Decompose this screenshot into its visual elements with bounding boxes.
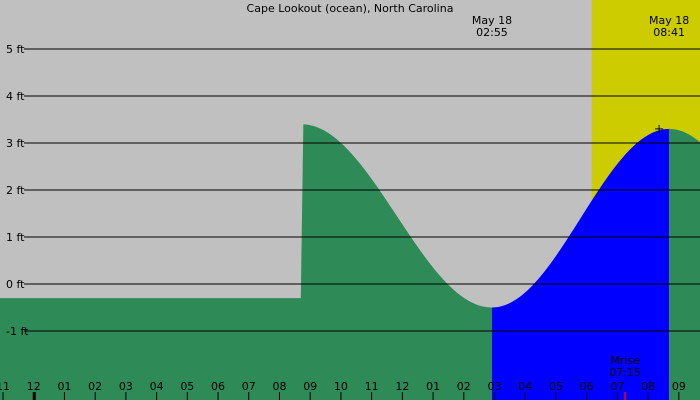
event-date-label: May 18 [649,14,689,27]
hour-tick-label: 12 [395,380,409,393]
hour-tick-label: 09 [303,380,317,393]
hour-tick-label: 01 [426,380,440,393]
chart-title: Cape Lookout (ocean), North Carolina [247,2,454,15]
y-tick-label: 3 ft [6,137,25,150]
moonrise-label: Mrise [610,354,640,367]
y-axis-labels: -1 ft 0 ft 1 ft 2 ft 3 ft 4 ft 5 ft [6,43,29,338]
gridlines [24,48,700,332]
hour-axis: 11 12 01 02 03 04 05 06 07 08 09 10 11 12 01 02 03 04 05 06… [0,380,686,400]
hour-tick-label: 11 [365,380,379,393]
y-tick-label: 2 ft [6,184,25,197]
hour-tick-label: 08 [641,380,655,393]
hour-tick-label: 10 [334,380,348,393]
hour-tick-label: 06 [211,380,225,393]
hour-tick-label: 09 [672,380,686,393]
hour-tick-label: 11 [0,380,10,393]
y-tick-label: -1 ft [6,325,29,338]
falling-tide-area [669,128,700,400]
hour-tick-label: 04 [518,380,532,393]
y-tick-label: 4 ft [6,90,25,103]
hour-tick-label: 02 [88,380,102,393]
hour-tick-label: 06 [580,380,594,393]
y-tick-label: 5 ft [6,43,25,56]
hour-tick-label: 02 [457,380,471,393]
hour-tick-label: 03 [119,380,133,393]
rising-tide-area [491,128,670,400]
hour-tick-label: 05 [549,380,563,393]
hour-tick-label: 05 [180,380,194,393]
event-date-label: May 18 [472,14,512,27]
hour-tick-label: 12 [27,380,41,393]
event-time-label: 08:41 [653,26,685,39]
hour-tick-label: 08 [272,380,286,393]
hour-tick-label: 04 [150,380,164,393]
event-time-label: 02:55 [476,26,508,39]
hour-tick-label: 07 [610,380,624,393]
hour-tick-label: 07 [242,380,256,393]
y-tick-label: 1 ft [6,231,25,244]
moonrise-time: 07:15 [609,366,641,379]
hour-tick-label: 01 [57,380,71,393]
y-tick-label: 0 ft [6,278,25,291]
hour-tick-label: 03 [488,380,502,393]
midnight-marker [32,392,36,400]
